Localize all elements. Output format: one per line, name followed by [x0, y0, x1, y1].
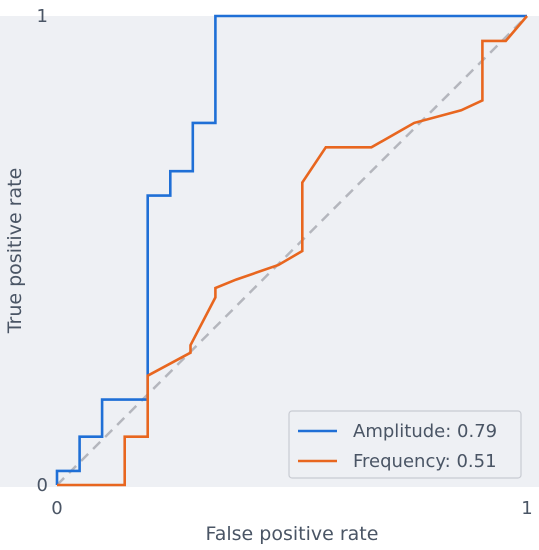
y-axis-label: True positive rate	[4, 168, 26, 335]
x-tick-label: 0	[51, 498, 62, 519]
legend-label-frequency: Frequency: 0.51	[353, 451, 497, 472]
x-tick-label: 1	[521, 498, 532, 519]
legend-box	[288, 410, 522, 479]
y-tick-label: 0	[37, 475, 48, 496]
legend: Amplitude: 0.79 Frequency: 0.51	[288, 410, 522, 479]
series-frequency-line	[57, 15, 528, 487]
y-tick-label: 1	[37, 6, 48, 27]
legend-label-amplitude: Amplitude: 0.79	[353, 421, 497, 442]
chance-diagonal-line	[56, 15, 528, 486]
x-axis-label: False positive rate	[206, 523, 379, 545]
series-amplitude-line	[55, 14, 527, 485]
